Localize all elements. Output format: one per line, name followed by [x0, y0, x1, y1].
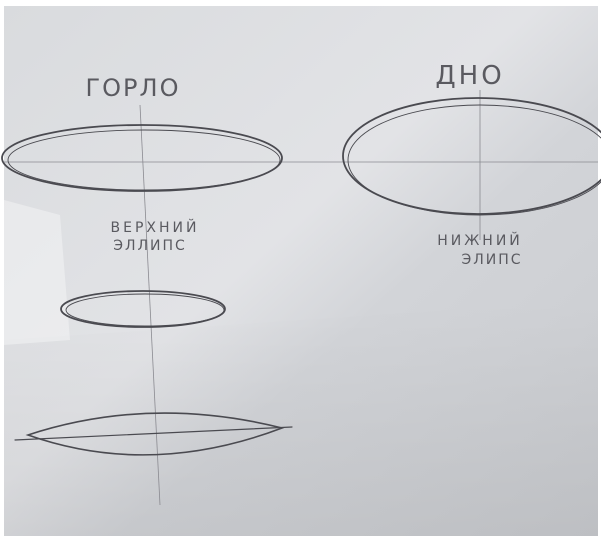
label-lower: ЭЛИПС: [461, 252, 522, 268]
label-upper: ВЕРХНИЙ: [111, 218, 200, 236]
label-neck: ГОРЛО: [86, 74, 181, 102]
page: ГОРЛО ДНО ВЕРХНИЙ ЭЛЛИПС НИЖНИЙ ЭЛИПС ((…: [0, 0, 601, 540]
label-bottom: ДНО: [435, 61, 504, 91]
light-patch: [4, 200, 70, 345]
shadow: [4, 300, 598, 536]
photo: ГОРЛО ДНО ВЕРХНИЙ ЭЛЛИПС НИЖНИЙ ЭЛИПС: [0, 0, 601, 540]
label-lower: НИЖНИЙ: [437, 231, 523, 249]
label-upper: ЭЛЛИПС: [113, 238, 187, 254]
